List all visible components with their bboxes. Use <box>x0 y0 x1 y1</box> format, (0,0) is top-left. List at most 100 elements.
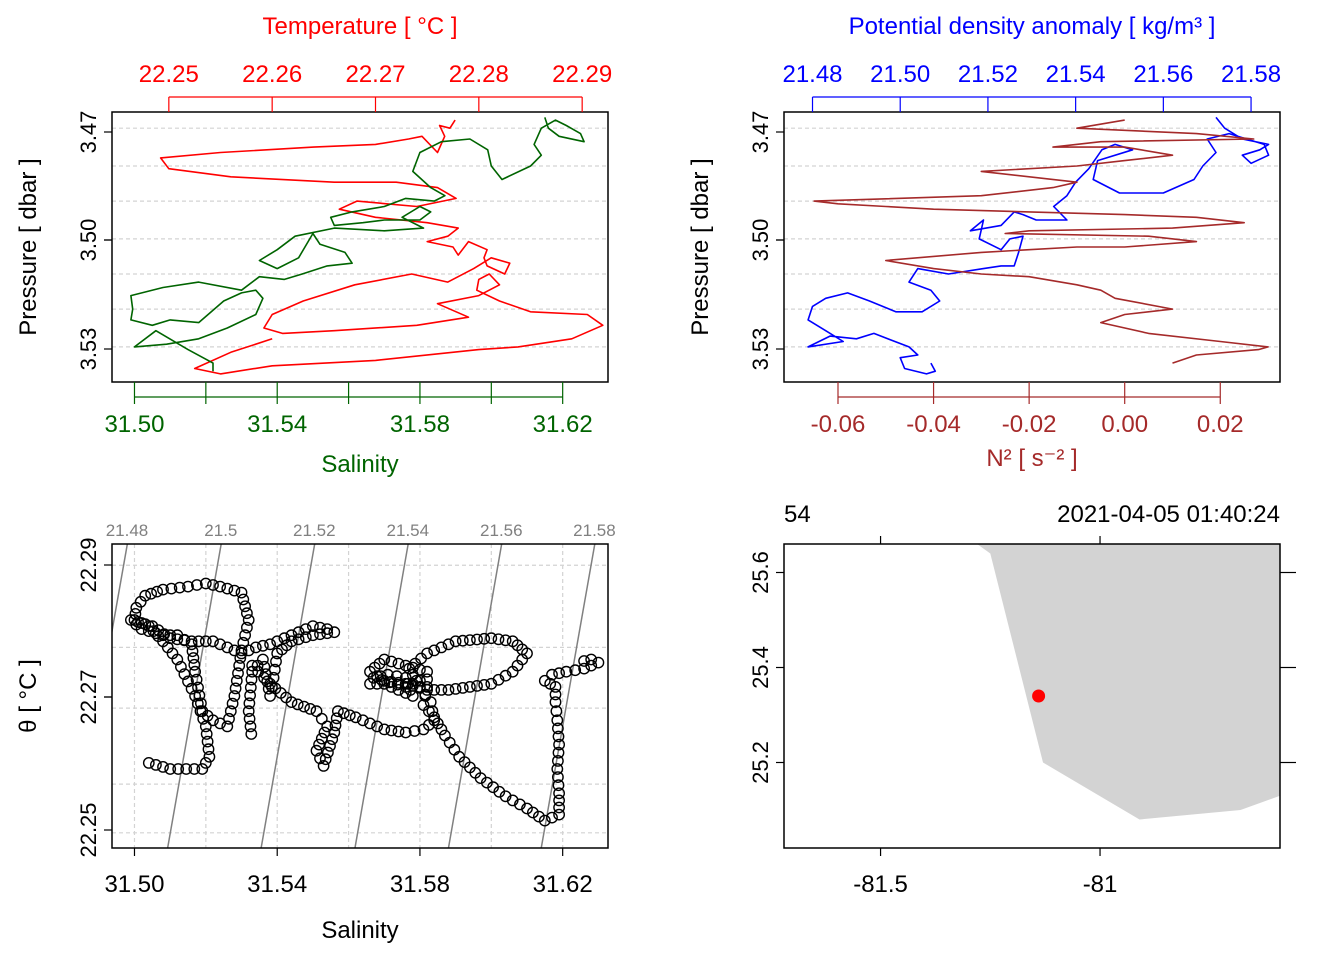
p4-land-layer <box>977 544 1280 820</box>
p3-point <box>278 632 291 645</box>
p3-point <box>406 661 419 674</box>
p3-point <box>182 580 194 593</box>
p3-point <box>190 673 203 686</box>
p1-ytick-label-3: 3.53 <box>76 328 101 371</box>
p3-point <box>246 665 259 678</box>
panel-ts-profile: 3.47 3.50 3.53 22.25 22.26 22.27 22.28 22.29 3… <box>15 13 612 478</box>
p3-point <box>392 725 405 738</box>
p2-pressure-axis-title: Pressure [ dbar ] <box>687 158 714 335</box>
p3-point <box>199 635 212 648</box>
p3-point <box>406 677 419 690</box>
p3-point <box>378 653 391 666</box>
p3-point <box>193 689 206 702</box>
p3-point <box>364 677 376 690</box>
p3-point <box>244 681 257 694</box>
p3-isopycnal-5 <box>540 544 596 848</box>
p3-point <box>546 668 558 681</box>
p3-xtick-label-1: 31.54 <box>247 871 307 898</box>
p3-point <box>221 720 234 733</box>
p1-series-salinity <box>130 117 585 372</box>
p1-series-temperature <box>159 119 604 375</box>
p3-point <box>139 618 152 630</box>
p3-point <box>492 673 505 686</box>
p3-isopycnal-labels: 21.48 21.5 21.52 21.54 21.56 21.58 <box>106 521 616 540</box>
p3-isopycnal-4 <box>447 544 503 848</box>
p3-point <box>242 644 255 657</box>
panel-ts-diagram: 21.48 21.5 21.52 21.54 21.56 21.58 31.50 31.54… <box>15 521 616 944</box>
p4-map-frame <box>783 543 1281 849</box>
p3-point <box>199 577 212 590</box>
p1-salinity-axis-title: Salinity <box>321 451 398 478</box>
p3-point <box>578 655 590 667</box>
p3-point <box>180 763 193 775</box>
p3-point <box>178 634 191 647</box>
p3-point <box>478 679 491 691</box>
p3-point <box>270 655 282 668</box>
panel-map: -81.5 -81 25.6 25.4 25.2 54 2021-04-05 01:40… <box>748 501 1296 898</box>
p3-plot-frame <box>111 543 609 849</box>
p3-point <box>553 667 565 680</box>
p1-salinity-tick-label-0: 31.50 <box>104 411 164 438</box>
p3-point <box>249 641 262 654</box>
p2-ytick-label-0: 3.47 <box>748 111 773 154</box>
p3-point <box>428 684 441 696</box>
p3-point <box>506 665 519 678</box>
p3-point <box>553 787 565 800</box>
p3-theta-axis: 22.25 22.27 22.29 <box>76 537 112 858</box>
p3-isopycnal-0 <box>112 544 129 636</box>
p1-plot-frame <box>111 111 609 383</box>
p3-point <box>456 682 469 694</box>
p3-point <box>173 581 186 594</box>
p1-temperature-tick-label-1: 22.26 <box>242 61 302 88</box>
p2-series-n2 <box>813 119 1269 364</box>
p4-station-number: 54 <box>784 501 811 528</box>
p3-isopycnals <box>112 544 596 848</box>
p3-point <box>324 740 336 752</box>
p3-point <box>214 638 227 651</box>
p3-point <box>291 698 304 711</box>
p3-point <box>243 712 256 725</box>
p3-point <box>592 656 605 669</box>
p3-point <box>221 641 234 654</box>
p3-point <box>190 579 203 591</box>
p3-point <box>196 705 209 718</box>
p3-point <box>314 752 326 765</box>
p3-point <box>187 652 200 664</box>
p3-point <box>235 586 248 599</box>
p3-point <box>228 690 241 702</box>
p3-point <box>521 802 533 815</box>
p3-point <box>207 635 219 648</box>
p3-point <box>449 683 462 695</box>
p3-point <box>158 628 171 641</box>
p3-point <box>492 633 505 646</box>
p3-point <box>328 626 341 639</box>
p2-density-tick-label-0: 21.48 <box>782 61 842 88</box>
p3-point <box>207 579 219 591</box>
p3-point <box>552 730 565 743</box>
p3-point <box>188 658 201 671</box>
p3-point <box>329 719 342 732</box>
p3-point <box>244 689 257 702</box>
p3-point <box>364 717 376 730</box>
p3-point <box>299 631 312 644</box>
p3-point <box>431 717 444 730</box>
p3-point <box>256 639 269 652</box>
p3-point <box>485 632 498 645</box>
p3-point <box>585 653 598 666</box>
p3-point <box>194 697 207 710</box>
p3-point <box>202 743 215 756</box>
p3-point <box>223 712 235 725</box>
p3-point <box>378 723 391 736</box>
p3-point <box>553 808 565 821</box>
p3-point <box>139 589 152 602</box>
p3-point <box>285 696 298 708</box>
p4-land-polygon <box>977 544 1280 820</box>
p3-point <box>485 677 498 690</box>
panel-density-n2: 3.473.503.53 21.48 21.50 21.52 21.54 21.56 21… <box>687 13 1281 472</box>
p3-point <box>408 725 421 737</box>
p3-point <box>435 641 448 654</box>
p3-point <box>261 675 274 688</box>
p3-point <box>317 760 330 772</box>
p3-point <box>240 621 253 634</box>
p1-temperature-tick-label-4: 22.29 <box>552 61 612 88</box>
